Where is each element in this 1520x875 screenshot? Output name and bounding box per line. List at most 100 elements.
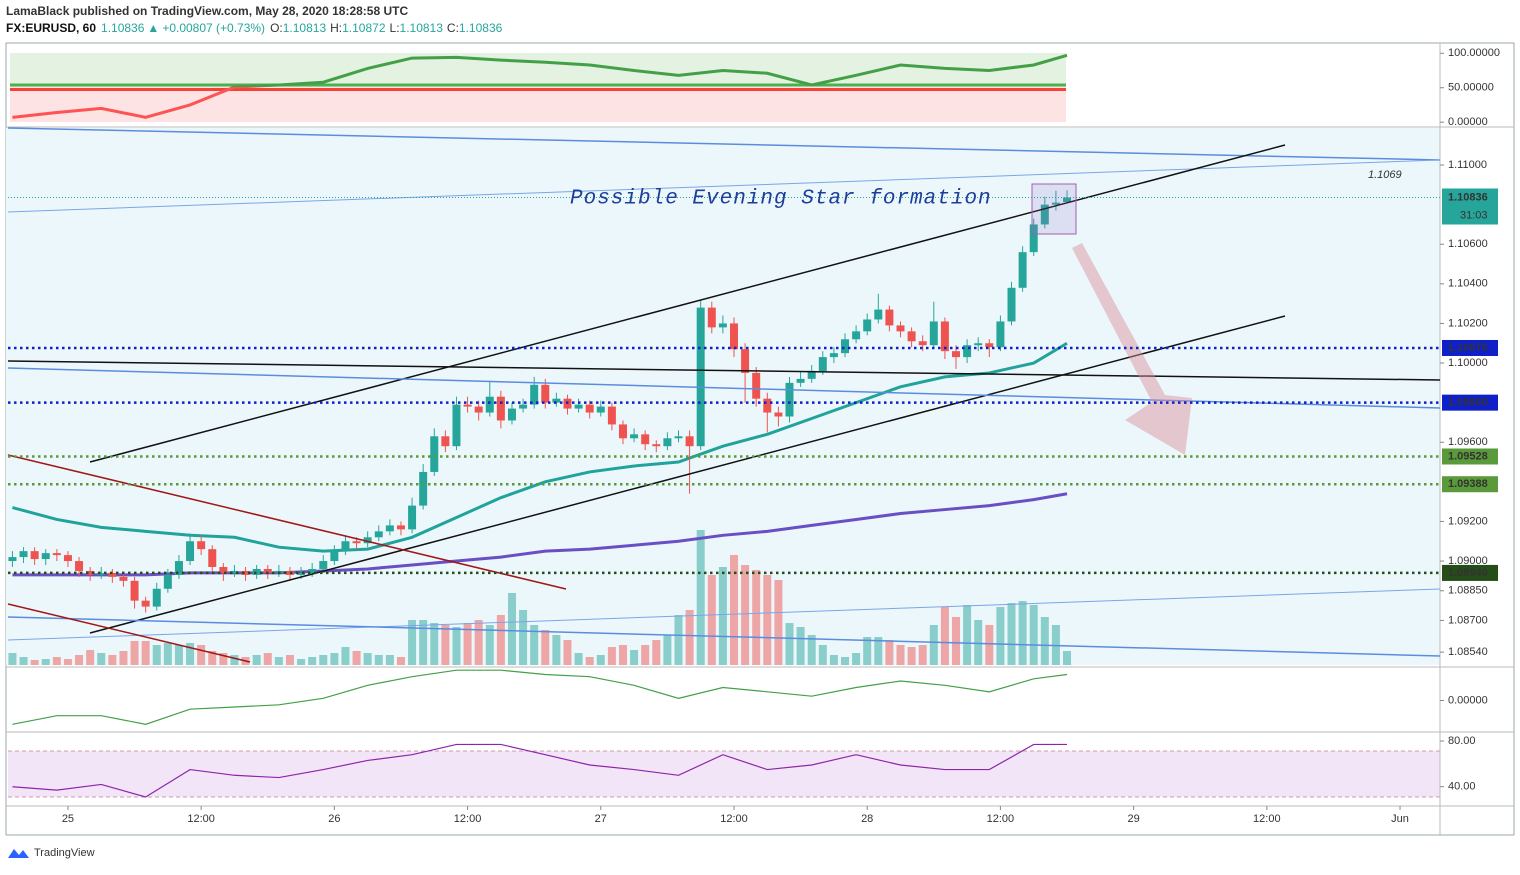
arrow: ▲ [147, 21, 159, 35]
volume-bar [274, 657, 283, 665]
candle-body [663, 438, 672, 447]
y-tick-label: 1.09200 [1448, 515, 1488, 527]
x-tick-label: 12:00 [987, 813, 1015, 825]
trend-line [7, 367, 1441, 409]
change: +0.00807 (+0.73%) [162, 21, 265, 35]
volume-bar [308, 657, 317, 665]
osc-band-high [10, 53, 1066, 87]
trend-line [7, 159, 1441, 213]
volume-bar [1029, 605, 1038, 665]
candle-body [907, 331, 916, 342]
candle-body [707, 307, 716, 328]
candle-body [674, 436, 683, 439]
volume-bar [341, 647, 350, 665]
candle-body [385, 525, 394, 532]
candle-body [1018, 252, 1027, 288]
candle-body [618, 424, 627, 439]
volume-bar [585, 657, 594, 665]
candle-body [852, 331, 861, 340]
y-tick-label: 40.00 [1448, 781, 1476, 793]
y-tick-label: 1.09600 [1448, 436, 1488, 448]
volume-bar [485, 625, 494, 665]
candle-body [729, 323, 738, 350]
candle-body [885, 309, 894, 326]
candle-body [985, 343, 994, 348]
candle-body [208, 549, 217, 567]
volume-bar [463, 623, 472, 665]
candle-body [519, 404, 528, 409]
volume-bar [863, 637, 872, 665]
x-tick-label: Jun [1391, 813, 1409, 825]
y-tick-label: 1.10000 [1448, 357, 1488, 369]
volume-bar [186, 643, 195, 665]
volume-bar [352, 651, 361, 665]
candle-body [818, 357, 827, 371]
volume-bar [319, 655, 328, 665]
candle-body [940, 321, 949, 352]
volume-bar [1007, 603, 1016, 665]
candle-body [186, 541, 195, 562]
candle-body [441, 436, 450, 447]
candle-body [929, 321, 938, 346]
candle-body [8, 557, 17, 562]
drawings: Possible Evening Star formation 1.1069 [7, 127, 1441, 663]
rsi-band [8, 751, 1440, 797]
volume-bar [1063, 651, 1072, 665]
volume-bar [208, 651, 217, 665]
y-tick-label: 1.08540 [1448, 646, 1488, 658]
candle-body [63, 555, 72, 562]
volume-bar [607, 647, 616, 665]
volume-bar [841, 657, 849, 665]
low: 1.10813 [400, 21, 444, 35]
candle-body [785, 382, 794, 417]
trend-line [7, 360, 1441, 381]
x-tick-label: 12:00 [1253, 813, 1281, 825]
volume-bar [652, 640, 661, 665]
candle-body [596, 406, 605, 413]
volume-bar [996, 607, 1005, 665]
level-label: 1.08940 [1448, 567, 1488, 579]
y-tick-label: 0.00000 [1448, 116, 1488, 128]
candle-body [718, 323, 727, 328]
candle-body [652, 444, 661, 447]
level-tag [1442, 448, 1498, 465]
candle-body [75, 561, 84, 571]
candle-body [763, 398, 772, 413]
marks [8, 53, 1072, 798]
volume-bar [763, 575, 772, 665]
volume-bar [507, 593, 516, 665]
volume-bar [519, 610, 528, 665]
candle-body [174, 561, 183, 575]
y-tick-label: 1.08700 [1448, 614, 1488, 626]
close: 1.10836 [459, 21, 503, 35]
open: 1.10813 [283, 21, 327, 35]
candle-body [319, 561, 328, 569]
volume-bar [785, 623, 794, 665]
level-label: 1.09800 [1448, 397, 1488, 409]
volume-bar [696, 530, 705, 665]
volume-bar [86, 650, 95, 665]
trend-line [7, 603, 251, 663]
candle-body [374, 531, 383, 538]
logo [8, 849, 29, 858]
publisher: LamaBlack published on TradingView.com, … [6, 4, 408, 18]
osc-band-low [10, 87, 1066, 122]
candle-body [974, 343, 983, 346]
oscillator-line-below [12, 87, 268, 119]
volume-bar [163, 643, 172, 665]
candle-body [829, 353, 838, 358]
candle-body [119, 576, 128, 581]
y-tick-label: 80.00 [1448, 735, 1476, 747]
candle-body [52, 553, 61, 556]
volume-bar [674, 615, 683, 665]
candle-body [685, 436, 694, 447]
candle-body [219, 566, 228, 573]
volume-bar [52, 657, 61, 665]
candle-body [896, 325, 905, 332]
y-tick-label: 1.09000 [1448, 555, 1488, 567]
level-tag [1442, 394, 1498, 411]
highlight-box [1031, 183, 1077, 235]
candle-body [607, 406, 616, 425]
y-tick-label: 1.10600 [1448, 238, 1488, 250]
